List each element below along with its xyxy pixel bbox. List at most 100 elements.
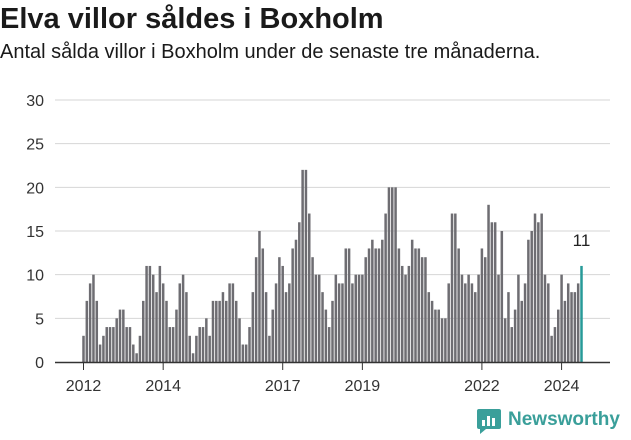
- bar: [314, 274, 318, 362]
- bar: [271, 309, 274, 362]
- bar: [148, 265, 152, 362]
- bar: [324, 309, 328, 362]
- bar: [317, 274, 321, 362]
- bar: [381, 239, 384, 362]
- latest-value-label: 11: [573, 231, 591, 250]
- x-tick-label: 2024: [544, 378, 580, 395]
- chart-subtitle: Antal sålda villor i Boxholm under de se…: [0, 41, 541, 63]
- bar: [334, 274, 338, 362]
- bar: [560, 274, 563, 362]
- bar: [557, 309, 560, 362]
- bar: [493, 222, 497, 362]
- bar: [500, 231, 504, 362]
- brand-name: Newsworthy: [508, 409, 620, 430]
- bar: [231, 283, 235, 362]
- bar: [198, 327, 201, 362]
- bar: [547, 283, 550, 362]
- bar: [351, 283, 354, 362]
- x-tick-label: 2019: [345, 378, 381, 395]
- bar-latest: [580, 265, 583, 362]
- bar: [304, 169, 308, 362]
- bar: [291, 248, 294, 362]
- bar: [550, 335, 553, 362]
- bar: [225, 300, 228, 362]
- bar: [487, 204, 490, 362]
- bar: [520, 300, 523, 362]
- bar: [211, 300, 215, 362]
- bar: [391, 187, 394, 362]
- bar: [298, 222, 301, 362]
- bar: [354, 274, 357, 362]
- x-tick-label: 2012: [66, 378, 102, 395]
- bar: [105, 327, 108, 362]
- bar: [434, 309, 437, 362]
- bar: [151, 274, 155, 362]
- bar: [440, 318, 444, 362]
- bar: [254, 257, 258, 362]
- bar: [327, 327, 331, 362]
- bar: [527, 239, 530, 362]
- bar: [205, 318, 208, 362]
- bar: [281, 265, 284, 362]
- bar: [171, 327, 175, 362]
- bar: [258, 231, 261, 362]
- bar: [158, 265, 162, 362]
- bar: [397, 248, 401, 362]
- bar: [414, 248, 417, 362]
- bar: [294, 239, 298, 362]
- bar: [108, 327, 112, 362]
- bar: [337, 283, 341, 362]
- bar: [417, 248, 421, 362]
- bar: [477, 274, 480, 362]
- bars: [82, 169, 583, 362]
- bar: [420, 257, 424, 362]
- bar: [510, 327, 514, 362]
- y-axis-ticks: 0 5 10 15 20 25 30: [26, 93, 44, 372]
- bar: [543, 274, 547, 362]
- bar: [142, 300, 145, 362]
- bar: [563, 300, 567, 362]
- bar: [533, 213, 537, 362]
- bar: [374, 248, 377, 362]
- bar: [102, 335, 105, 362]
- bar: [261, 248, 265, 362]
- bar: [241, 344, 245, 362]
- bar: [268, 335, 271, 362]
- bar: [115, 318, 118, 362]
- bar: [251, 292, 255, 362]
- bar: [341, 283, 344, 362]
- bar: [460, 274, 464, 362]
- bar: [444, 318, 447, 362]
- x-tick-label: 2017: [265, 378, 301, 395]
- bar: [85, 300, 89, 362]
- bar: [427, 292, 431, 362]
- bar: [483, 257, 487, 362]
- bar: [517, 274, 520, 362]
- bar: [347, 248, 351, 362]
- bar: [377, 248, 381, 362]
- bar: [387, 187, 391, 362]
- bar: [566, 283, 570, 362]
- bar: [361, 274, 364, 362]
- bar: [195, 335, 198, 362]
- bar: [95, 300, 99, 362]
- bar: [490, 222, 494, 362]
- bar: [430, 300, 434, 362]
- bar: [497, 274, 500, 362]
- x-axis-ticks: 2012 2014 2017 2019 2022 2024: [66, 362, 580, 395]
- newsworthy-logo-icon: [477, 409, 501, 434]
- x-tick-label: 2014: [145, 378, 181, 395]
- bar: [238, 318, 241, 362]
- bar: [357, 274, 361, 362]
- newsworthy-logo[interactable]: Newsworthy: [476, 408, 620, 436]
- bar: [128, 327, 132, 362]
- bar: [228, 283, 231, 362]
- bar: [221, 292, 225, 362]
- bar: [248, 327, 251, 362]
- bar: [530, 231, 533, 362]
- bar: [288, 283, 291, 362]
- y-tick-label: 5: [35, 311, 44, 328]
- bar: [371, 239, 374, 362]
- bar: [284, 292, 288, 362]
